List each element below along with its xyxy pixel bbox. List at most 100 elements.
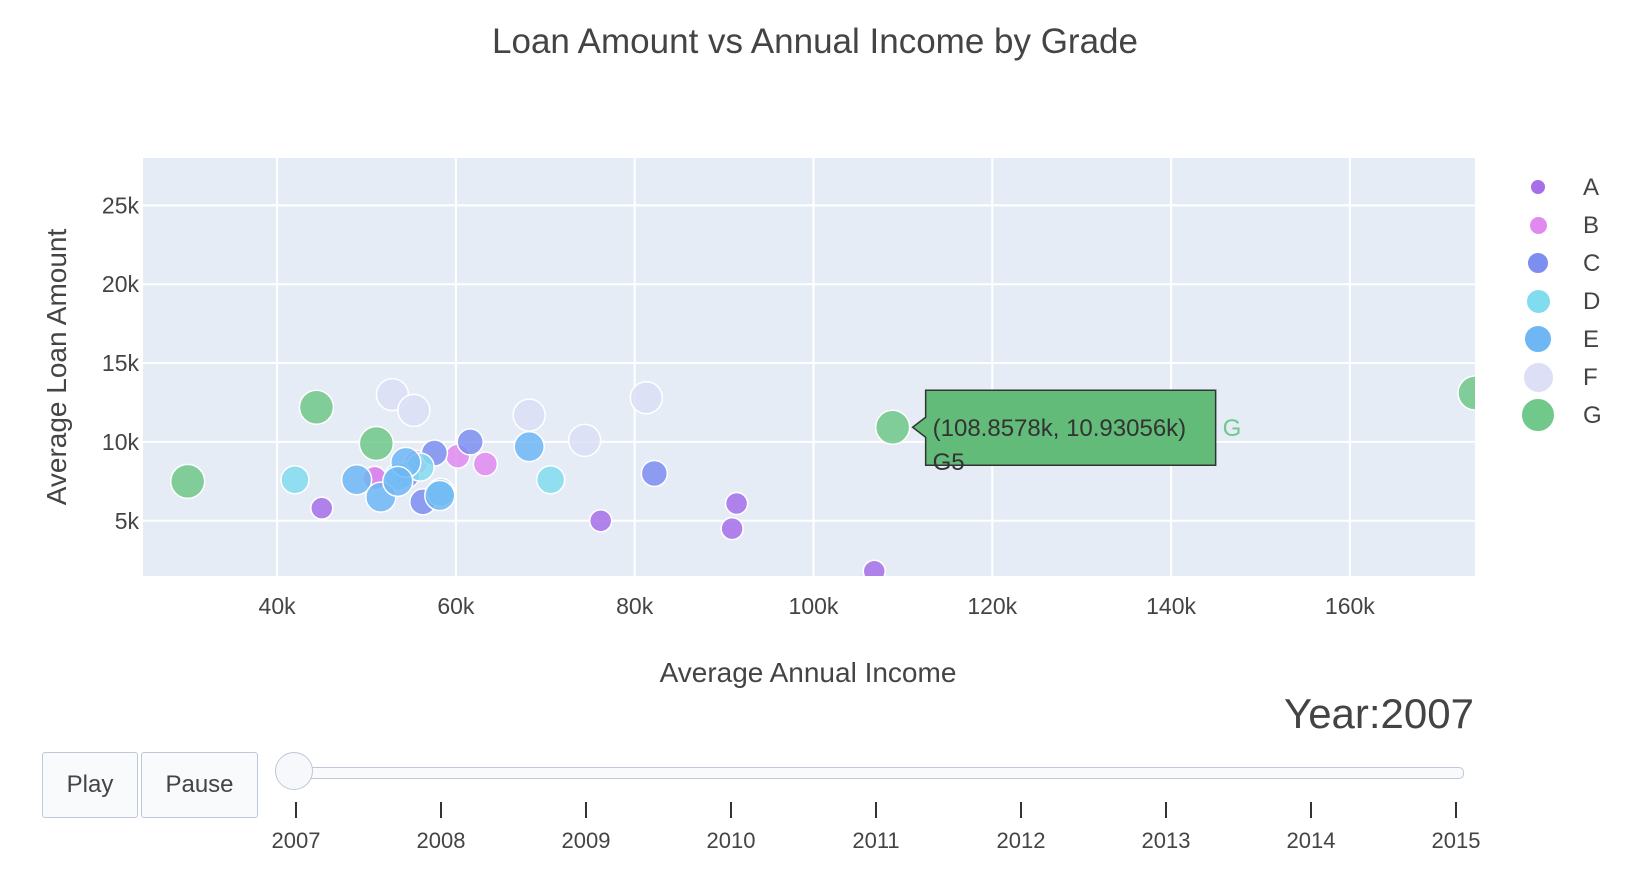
y-tick-label: 5k — [115, 508, 140, 534]
chart-title: Loan Amount vs Annual Income by Grade — [492, 22, 1138, 61]
legend-item-g[interactable]: G — [1521, 398, 1615, 432]
x-tick-label: 60k — [437, 593, 475, 619]
hover-tooltip-series-name: G — [1223, 415, 1242, 442]
data-point-b[interactable] — [472, 451, 499, 477]
year-step-2011[interactable]: 2011 — [836, 802, 916, 854]
data-point-c[interactable] — [456, 428, 484, 456]
data-point-g[interactable] — [1457, 375, 1492, 411]
y-tick-labels: 5k 10k 15k 20k 25k — [102, 192, 140, 533]
x-tick-label: 40k — [259, 593, 297, 619]
hover-tooltip: (108.8578k, 10.93056k) G G5 — [911, 389, 1242, 476]
year-step-tick — [440, 802, 442, 818]
scatter-plot[interactable]: 40k 60k 80k 100k 120k 140k 160k 5k 10k 15k 20k 25k… — [0, 0, 1630, 700]
legend-marker — [1522, 361, 1554, 393]
data-point-a[interactable] — [720, 516, 744, 541]
legend-marker — [1530, 179, 1546, 195]
hover-tooltip-box — [911, 389, 1217, 466]
year-step-tick — [1165, 802, 1167, 818]
year-step-2008[interactable]: 2008 — [401, 802, 481, 854]
pause-button[interactable]: Pause — [141, 752, 258, 818]
y-tick-label: 15k — [102, 350, 140, 376]
x-tick-label: 80k — [616, 593, 654, 619]
hover-tooltip-point-label: G5 — [933, 449, 965, 476]
legend-marker — [1524, 325, 1552, 353]
data-point-d[interactable] — [535, 465, 566, 495]
year-step-2009[interactable]: 2009 — [546, 802, 626, 854]
legend-item-a[interactable]: A — [1525, 172, 1615, 202]
year-step-2015[interactable]: 2015 — [1416, 802, 1496, 854]
y-tick-label: 20k — [102, 271, 140, 297]
legend-label: G — [1583, 402, 1602, 429]
x-tick-labels: 40k 60k 80k 100k 120k 140k 160k — [259, 593, 1376, 619]
y-axis-title: Average Loan Amount — [41, 228, 72, 505]
data-point-a[interactable] — [310, 496, 334, 520]
data-point-f[interactable] — [397, 393, 431, 428]
year-step-2014[interactable]: 2014 — [1271, 802, 1351, 854]
data-point-e[interactable] — [382, 465, 414, 498]
data-point-e[interactable] — [424, 479, 456, 512]
data-point-e[interactable] — [513, 430, 545, 463]
x-axis-title: Average Annual Income — [660, 657, 957, 688]
year-step-label: 2013 — [1141, 828, 1191, 853]
year-step-label: 2007 — [271, 828, 321, 853]
year-step-tick — [295, 802, 297, 818]
legend-item-b[interactable]: B — [1525, 210, 1615, 240]
data-point-f[interactable] — [567, 423, 602, 458]
x-tick-label: 100k — [789, 593, 839, 619]
year-step-label: 2011 — [852, 828, 900, 853]
legend-label: A — [1583, 174, 1600, 201]
data-point-g[interactable] — [874, 409, 911, 445]
year-step-2010[interactable]: 2010 — [691, 802, 771, 854]
legend-label: C — [1583, 250, 1601, 277]
legend-item-f[interactable]: F — [1522, 361, 1615, 393]
year-step-tick — [1310, 802, 1312, 818]
y-tick-label: 10k — [102, 429, 140, 455]
data-point-g[interactable] — [358, 425, 395, 462]
data-point-e[interactable] — [340, 464, 373, 496]
play-button[interactable]: Play — [42, 752, 138, 818]
year-slider-handle[interactable] — [275, 752, 313, 790]
legend-item-c[interactable]: C — [1525, 248, 1615, 278]
data-point-d[interactable] — [280, 465, 310, 495]
legend-marker — [1525, 288, 1551, 314]
legend-item-e[interactable]: E — [1524, 324, 1615, 354]
year-step-tick — [1455, 802, 1457, 818]
data-point-g[interactable] — [298, 389, 335, 425]
year-step-tick — [875, 802, 877, 818]
data-point-a[interactable] — [588, 509, 613, 533]
plot-background — [143, 158, 1475, 576]
x-tick-label: 120k — [967, 593, 1017, 619]
y-tick-label: 25k — [102, 192, 140, 218]
year-slider-rail[interactable] — [296, 767, 1464, 779]
data-point-f[interactable] — [629, 381, 664, 415]
year-step-2013[interactable]: 2013 — [1126, 802, 1206, 854]
legend-marker — [1528, 215, 1548, 235]
data-point-f[interactable] — [512, 398, 546, 432]
legend-label: F — [1583, 364, 1598, 391]
data-point-g[interactable] — [169, 463, 206, 500]
hover-tooltip-coordinates: (108.8578k, 10.93056k) — [933, 415, 1187, 442]
x-tick-label: 160k — [1325, 593, 1375, 619]
legend-item-d[interactable]: D — [1525, 286, 1615, 316]
year-step-label: 2009 — [561, 828, 611, 853]
year-step-label: 2012 — [996, 828, 1046, 853]
legend-label: B — [1583, 212, 1600, 239]
year-step-tick — [730, 802, 732, 818]
year-step-tick — [585, 802, 587, 818]
legend-label: E — [1583, 326, 1600, 353]
current-year-label: Year:2007 — [1284, 690, 1474, 737]
data-point-c[interactable] — [640, 459, 669, 488]
year-step-label: 2008 — [416, 828, 466, 853]
year-step-label: 2014 — [1286, 828, 1336, 853]
legend-label: D — [1583, 288, 1601, 315]
year-step-2012[interactable]: 2012 — [981, 802, 1061, 854]
year-step-2007[interactable]: 2007 — [256, 802, 336, 854]
data-point-a[interactable] — [862, 559, 887, 582]
year-step-label: 2010 — [706, 828, 756, 853]
legend-marker — [1521, 398, 1555, 432]
data-point-a[interactable] — [724, 491, 749, 516]
year-step-label: 2015 — [1431, 828, 1481, 853]
legend-marker — [1527, 252, 1549, 274]
year-step-tick — [1020, 802, 1022, 818]
data-points[interactable] — [169, 375, 1492, 582]
